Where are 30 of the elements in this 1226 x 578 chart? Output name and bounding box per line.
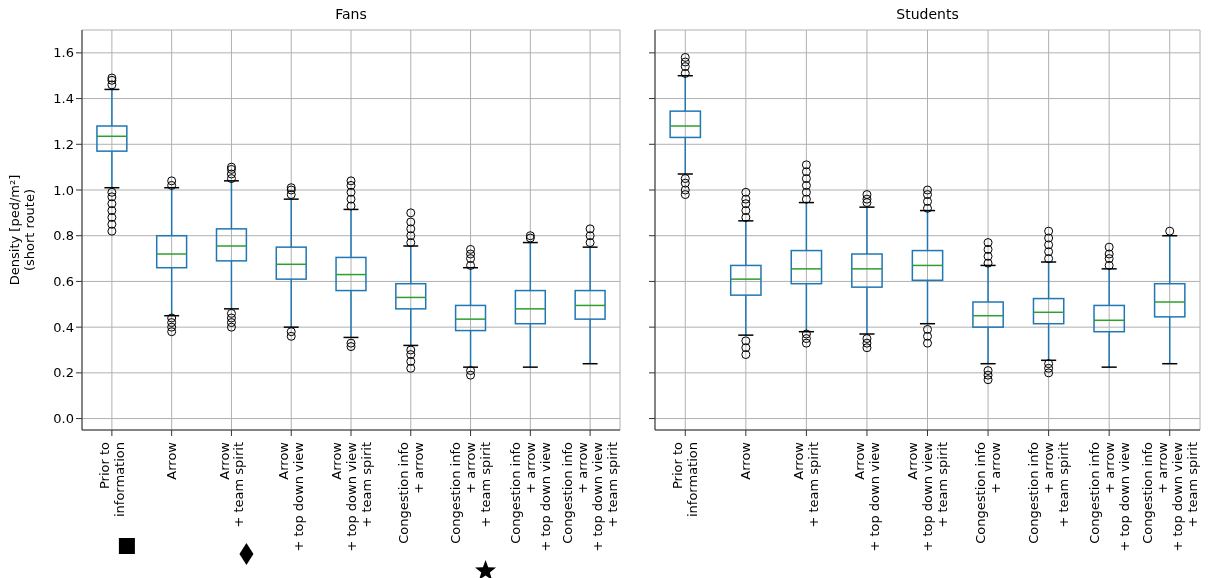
chart-title: Students [895, 6, 960, 22]
x-tick-label: Arrow + top down view + team spirit [905, 441, 951, 552]
x-tick-label: Arrow + top down view [851, 441, 882, 552]
x-tick-label: Congestion info + arrow + top down view [507, 441, 553, 552]
x-tick-label: Congestion info + arrow [973, 441, 1004, 544]
y-tick-label: 0.0 [53, 411, 74, 427]
x-tick-label: Arrow + team spirit [216, 441, 247, 528]
x-tick-label: Congestion info + arrow + top down view + team spirit [560, 441, 621, 552]
x-tick-label: Arrow + top down view [276, 441, 307, 552]
x-tick-label: Congestion info + arrow + top down view + team spirit [1139, 441, 1200, 552]
y-tick-label: 0.8 [53, 228, 74, 244]
y-tick-label: 1.6 [53, 45, 74, 61]
y-tick-label: 0.2 [53, 365, 74, 381]
x-tick-label: Congestion info + arrow [395, 441, 426, 544]
y-tick-label: 1.2 [53, 136, 74, 152]
y-tick-label: 1.4 [53, 91, 74, 107]
y-tick-label: 1.0 [53, 182, 74, 198]
x-tick-label: Congestion info + arrow + team spirit [448, 441, 494, 544]
y-tick-label: 0.4 [53, 319, 74, 335]
x-tick-label: Arrow + team spirit [791, 441, 822, 528]
x-tick-label: Arrow [164, 441, 180, 480]
y-axis-title: Density [ped/m²] (short route) [7, 174, 38, 286]
x-tick-label: Prior to information [670, 441, 701, 518]
x-tick-label: Arrow + top down view + team spirit [328, 441, 374, 552]
x-tick-label: Congestion info + arrow + top down view [1086, 441, 1132, 552]
x-tick-label: Congestion info + arrow + team spirit [1026, 441, 1072, 544]
x-tick-label: Arrow [738, 441, 754, 480]
y-tick-label: 0.6 [53, 274, 74, 290]
chart-title: Fans [334, 6, 368, 22]
x-tick-label: Prior to information [96, 441, 127, 518]
